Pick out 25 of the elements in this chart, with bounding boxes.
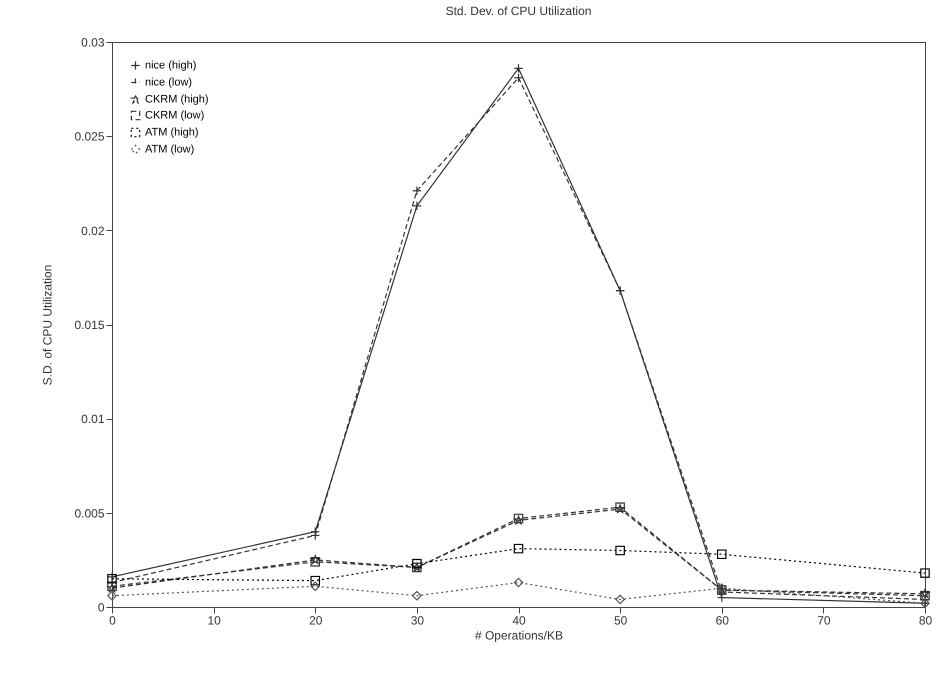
y-tick-label: 0 (98, 600, 105, 614)
chart-title: Std. Dev. of CPU Utilization (446, 4, 592, 18)
x-tick-label: 10 (207, 614, 222, 628)
y-tick-label: 0.01 (81, 412, 105, 426)
x-tick-label: 20 (309, 614, 323, 628)
y-tick-label: 0.03 (81, 36, 105, 50)
x-tick-label: 60 (716, 614, 730, 628)
legend-label: nice (high) (145, 60, 196, 72)
x-tick-label: 80 (918, 614, 932, 628)
legend-label: CKRM (high) (145, 94, 209, 106)
x-tick-label: 0 (109, 614, 116, 628)
y-tick-label: 0.02 (81, 224, 105, 238)
y-tick-label: 0.025 (74, 130, 105, 144)
legend-label: nice (low) (145, 76, 192, 88)
x-tick-label: 70 (817, 614, 831, 628)
y-tick-label: 0.005 (74, 506, 105, 520)
legend-label: ATM (low) (145, 144, 194, 156)
x-tick-label: 50 (614, 614, 628, 628)
legend-label: ATM (high) (145, 126, 199, 138)
x-axis-title: # Operations/KB (474, 628, 564, 642)
x-tick-label: 30 (410, 614, 424, 628)
legend-label: CKRM (low) (145, 110, 204, 122)
x-tick-label: 40 (512, 614, 526, 628)
y-tick-label: 0.015 (74, 318, 105, 332)
y-axis-title: S.D. of CPU Utilization (40, 264, 54, 386)
